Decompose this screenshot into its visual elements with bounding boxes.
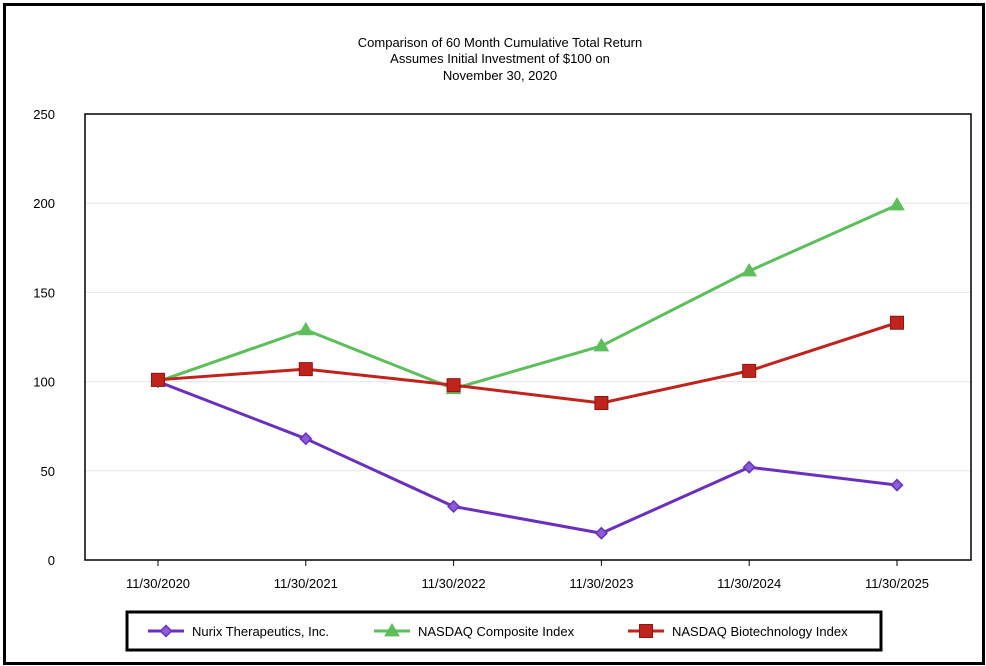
y-tick-label: 50 <box>41 464 55 479</box>
nasdaq-composite-point <box>593 337 610 352</box>
legend-marker <box>639 624 653 638</box>
gridlines <box>85 202 971 472</box>
legend-items: Nurix Therapeutics, Inc. NASDAQ Composite… <box>148 623 848 639</box>
y-tick-label: 100 <box>33 375 55 390</box>
x-tick-label: 11/30/2024 <box>717 576 781 591</box>
y-tick-label: 150 <box>33 285 55 300</box>
nurix-line <box>157 380 898 535</box>
series-layer <box>150 196 905 540</box>
nasdaq-biotech-line <box>157 321 898 405</box>
legend-item-nasdaq-composite: NASDAQ Composite Index <box>374 623 575 639</box>
nasdaq-biotech-point <box>298 362 313 377</box>
nurix-point <box>594 526 608 540</box>
nasdaq-composite-point <box>741 263 758 277</box>
nasdaq-composite-point <box>297 321 314 336</box>
legend-item-nurix: Nurix Therapeutics, Inc. <box>148 624 329 639</box>
x-tick-label: 11/30/2020 <box>126 576 190 591</box>
chart-subtitle-line-2: November 30, 2020 <box>443 68 557 83</box>
x-axis: 11/30/2020 11/30/2021 11/30/2022 11/30/2023… <box>126 560 929 591</box>
series-nurix <box>151 375 904 540</box>
legend-label: NASDAQ Composite Index <box>418 624 575 639</box>
y-tick-label: 0 <box>48 553 55 568</box>
legend-item-nasdaq-biotech: NASDAQ Biotechnology Index <box>628 624 848 639</box>
nasdaq-biotech-point <box>742 363 757 378</box>
legend-label: NASDAQ Biotechnology Index <box>672 624 848 639</box>
legend-marker <box>384 623 400 637</box>
nasdaq-biotech-point <box>446 378 461 393</box>
legend <box>125 610 883 652</box>
y-tick-label: 250 <box>33 107 55 122</box>
nasdaq-biotech-point <box>594 396 609 411</box>
nurix-point <box>447 499 461 514</box>
series-nasdaq-biotech <box>151 315 904 411</box>
legend-marker <box>159 624 173 638</box>
x-tick-label: 11/30/2025 <box>865 576 929 591</box>
nasdaq-composite-point <box>889 196 905 211</box>
x-tick-label: 11/30/2023 <box>569 576 633 591</box>
plot-area <box>84 113 972 561</box>
nasdaq-biotech-point <box>890 315 904 330</box>
chart-title: Comparison of 60 Month Cumulative Total … <box>358 35 642 50</box>
legend-label: Nurix Therapeutics, Inc. <box>192 624 329 639</box>
chart-subtitle-line-1: Assumes Initial Investment of $100 on <box>390 51 610 66</box>
nasdaq-composite-line <box>157 203 898 391</box>
x-tick-label: 11/30/2022 <box>422 576 486 591</box>
nurix-point <box>299 432 313 446</box>
nurix-point <box>890 478 904 492</box>
nurix-point <box>742 460 756 474</box>
y-tick-label: 200 <box>33 196 55 211</box>
x-tick-label: 11/30/2021 <box>274 576 338 591</box>
nasdaq-biotech-point <box>151 372 165 387</box>
y-axis: 0 50 100 150 200 250 <box>33 107 55 568</box>
series-nasdaq-composite <box>150 196 905 395</box>
